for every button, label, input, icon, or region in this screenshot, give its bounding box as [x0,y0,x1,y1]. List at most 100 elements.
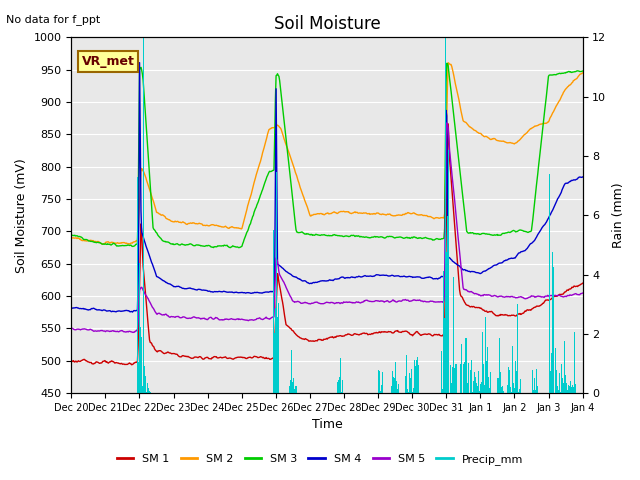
Bar [452,367,453,393]
Bar [560,392,561,393]
Bar [147,383,148,393]
Bar [397,389,398,393]
Bar [407,389,408,393]
Bar [572,385,573,393]
Bar [149,391,150,393]
Bar [442,389,443,393]
Bar [447,303,449,393]
Bar [137,177,138,393]
Bar [150,392,152,393]
Bar [475,391,476,393]
Bar [291,381,292,393]
Bar [408,392,409,393]
Bar [562,392,563,393]
Bar [455,389,456,393]
Bar [452,367,454,393]
Bar [473,381,474,393]
Bar [559,382,561,393]
Bar [289,386,290,393]
Bar [273,231,275,393]
Bar [490,372,491,393]
Bar [293,378,294,393]
Bar [464,362,465,393]
Bar [394,386,395,393]
Bar [563,383,564,393]
Bar [410,378,411,393]
Bar [453,277,454,393]
Bar [486,361,487,393]
Bar [511,392,512,393]
Bar [556,370,557,393]
Bar [413,391,415,393]
Bar [478,378,479,393]
Bar [502,386,503,393]
Bar [292,382,293,393]
Bar [273,230,274,393]
Bar [148,388,149,393]
Bar [138,377,140,393]
Bar [141,337,142,393]
Bar [441,351,442,393]
Bar [467,383,468,393]
Bar [508,367,509,393]
Bar [379,380,380,393]
Bar [510,387,511,393]
Bar [274,334,275,393]
Bar [450,365,451,393]
Bar [413,388,414,393]
Bar [536,369,537,393]
Bar [460,363,461,393]
Bar [275,309,276,393]
Bar [468,363,469,393]
Bar [444,318,445,393]
Bar [550,371,551,393]
Bar [295,390,296,393]
Bar [573,386,574,393]
Bar [451,384,452,393]
Bar [485,317,486,393]
Bar [472,389,474,393]
Bar [382,372,383,393]
Bar [476,383,477,393]
Bar [487,347,488,393]
Bar [477,385,478,393]
Bar [537,386,538,393]
Bar [414,360,415,393]
Bar [470,370,471,393]
Bar [534,378,536,393]
Bar [501,387,502,393]
Bar [294,389,295,393]
Bar [536,389,538,393]
Bar [460,387,461,393]
Bar [555,348,556,393]
Bar [474,372,475,393]
Bar [417,358,418,393]
Bar [470,384,472,393]
Bar [569,386,570,393]
Bar [339,376,340,393]
Bar [340,382,341,393]
Bar [532,370,533,393]
Bar [571,387,572,393]
Bar [398,384,399,393]
Bar [561,363,562,393]
Bar [484,366,486,393]
Bar [483,363,484,393]
Bar [565,375,566,393]
Bar [447,216,448,393]
Bar [143,372,145,393]
Bar [395,361,396,393]
Bar [518,392,519,393]
Bar [412,392,413,393]
Bar [418,365,419,393]
Bar [498,392,499,393]
Legend: SM 1, SM 2, SM 3, SM 4, SM 5, Precip_mm: SM 1, SM 2, SM 3, SM 4, SM 5, Precip_mm [112,450,528,469]
Bar [520,379,521,393]
Bar [337,382,338,393]
Bar [139,263,140,393]
Bar [566,386,568,393]
Bar [144,366,145,393]
X-axis label: Time: Time [312,419,342,432]
Bar [393,377,394,393]
Bar [500,377,501,393]
